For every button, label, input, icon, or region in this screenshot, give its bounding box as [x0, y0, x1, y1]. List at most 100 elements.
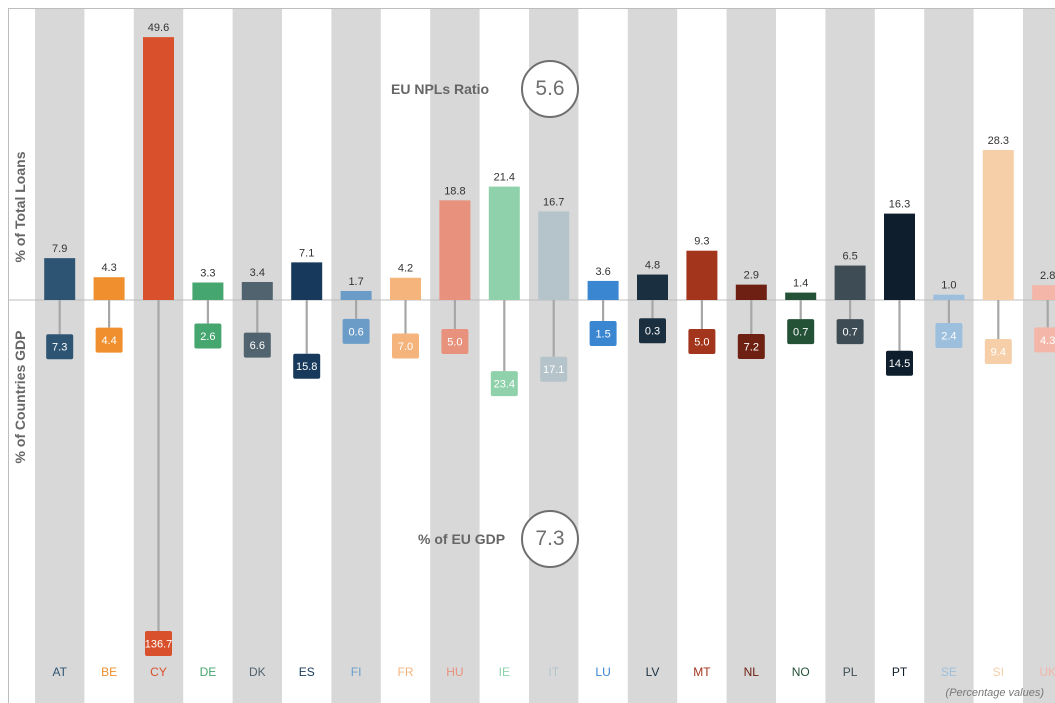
loans-bar-fr	[390, 277, 421, 300]
loans-bar-pt	[884, 213, 915, 300]
loans-value-label-se: 1.0	[941, 280, 956, 292]
loans-value-label-si: 28.3	[988, 135, 1009, 147]
loans-bar-it	[538, 211, 570, 300]
column-stripe	[430, 9, 480, 703]
gdp-box-it	[540, 356, 568, 382]
eu-gdp-value: 7.3	[521, 510, 579, 568]
loans-value-label-nl: 2.9	[744, 270, 759, 282]
loans-bar-lv	[637, 274, 668, 300]
category-label-it: IT	[548, 665, 559, 679]
y-axis-title-bottom: % of Countries GDP	[12, 330, 28, 464]
gdp-box-dk	[243, 332, 271, 358]
category-label-lu: LU	[595, 665, 610, 679]
gdp-box-mt	[688, 328, 716, 354]
loans-value-label-be: 4.3	[101, 262, 116, 274]
gdp-value-label-pt: 14.5	[889, 358, 910, 370]
loans-value-label-fi: 1.7	[348, 276, 363, 288]
gdp-value-label-si: 9.4	[991, 347, 1006, 359]
gdp-box-uk	[1034, 327, 1055, 353]
gdp-value-label-cy: 136.7	[145, 638, 173, 650]
loans-bar-pl	[834, 265, 866, 300]
gdp-value-label-pl: 0.7	[842, 327, 857, 339]
loans-bar-si	[982, 150, 1014, 300]
gdp-box-no	[787, 319, 815, 345]
category-label-dk: DK	[249, 665, 266, 679]
column-stripe	[1023, 9, 1055, 703]
category-label-hu: HU	[446, 665, 463, 679]
loans-bar-uk	[1032, 285, 1055, 300]
loans-value-label-hu: 18.8	[444, 185, 465, 197]
chart-frame: 7.9 4.3 49.6 3.3 3.4 7.1 1.7 4.2 18.8 21.4 16.7 3.6…	[8, 8, 1055, 703]
loans-value-label-de: 3.3	[200, 268, 215, 280]
gdp-box-lv	[639, 318, 666, 344]
loans-value-label-pt: 16.3	[889, 199, 910, 211]
gdp-value-label-at: 7.3	[52, 342, 67, 354]
loans-bar-cy	[143, 37, 174, 301]
column-stripe	[627, 9, 678, 703]
gdp-box-fr	[392, 333, 419, 359]
category-label-mt: MT	[693, 665, 711, 679]
gdp-box-at	[46, 334, 74, 360]
gdp-value-label-lv: 0.3	[645, 326, 660, 338]
category-label-fr: FR	[398, 665, 414, 679]
loans-value-label-mt: 9.3	[694, 236, 709, 248]
gdp-value-label-se: 2.4	[941, 331, 956, 343]
gdp-value-label-ie: 23.4	[494, 379, 515, 391]
gdp-box-cy	[145, 630, 172, 656]
category-label-no: NO	[792, 665, 810, 679]
category-label-cy: CY	[150, 665, 167, 679]
category-label-se: SE	[941, 665, 957, 679]
gdp-value-label-lu: 1.5	[595, 328, 610, 340]
gdp-box-se	[935, 323, 963, 349]
gdp-value-label-de: 2.6	[200, 331, 215, 343]
loans-value-label-at: 7.9	[52, 243, 67, 255]
loans-bar-ie	[488, 186, 520, 300]
loans-value-label-pl: 6.5	[842, 251, 857, 263]
gdp-box-fi	[342, 318, 370, 344]
eu-gdp-label: % of EU GDP	[418, 531, 506, 547]
gdp-value-label-no: 0.7	[793, 327, 808, 339]
category-label-lv: LV	[646, 665, 660, 679]
column-stripe	[825, 9, 875, 703]
category-label-be: BE	[101, 665, 117, 679]
gdp-value-label-nl: 7.2	[744, 342, 759, 354]
category-label-uk: UK	[1039, 665, 1055, 679]
category-label-pt: PT	[892, 665, 908, 679]
loans-bar-nl	[735, 284, 767, 300]
category-label-ie: IE	[499, 665, 510, 679]
loans-value-label-ie: 21.4	[494, 172, 515, 184]
loans-value-label-es: 7.1	[299, 247, 314, 259]
npl-chart: 7.9 4.3 49.6 3.3 3.4 7.1 1.7 4.2 18.8 21.4 16.7 3.6…	[9, 9, 1055, 703]
loans-bar-at	[44, 258, 76, 300]
loans-bar-fi	[340, 290, 372, 300]
footnote: (Percentage values)	[945, 687, 1044, 699]
category-label-de: DE	[200, 665, 217, 679]
gdp-value-label-es: 15.8	[296, 361, 317, 373]
gdp-box-nl	[737, 334, 765, 360]
loans-value-label-no: 1.4	[793, 278, 808, 290]
loans-value-label-it: 16.7	[543, 196, 564, 208]
loans-value-label-cy: 49.6	[148, 22, 169, 34]
loans-bar-no	[785, 292, 817, 300]
loans-bar-se	[933, 294, 965, 300]
npl-ratio-label: EU NPLs Ratio	[391, 81, 490, 97]
gdp-box-pl	[836, 319, 864, 345]
loans-value-label-uk: 2.8	[1040, 270, 1055, 282]
loans-bar-lu	[587, 280, 619, 300]
gdp-value-label-uk: 4.3	[1040, 335, 1055, 347]
gdp-value-label-fr: 7.0	[398, 341, 413, 353]
loans-bar-dk	[241, 281, 273, 300]
loans-value-label-fr: 4.2	[398, 263, 413, 275]
category-label-pl: PL	[843, 665, 858, 679]
gdp-box-ie	[490, 371, 518, 397]
gdp-box-be	[95, 327, 123, 353]
loans-value-label-lv: 4.8	[645, 260, 660, 272]
y-axis-title-top: % of Total Loans	[12, 151, 28, 263]
category-label-nl: NL	[744, 665, 760, 679]
loans-bar-mt	[686, 250, 718, 300]
gdp-box-si	[984, 339, 1012, 365]
category-label-fi: FI	[351, 665, 362, 679]
npl-ratio-value: 5.6	[521, 60, 579, 118]
gdp-box-pt	[886, 350, 913, 376]
loans-value-label-dk: 3.4	[250, 267, 265, 279]
